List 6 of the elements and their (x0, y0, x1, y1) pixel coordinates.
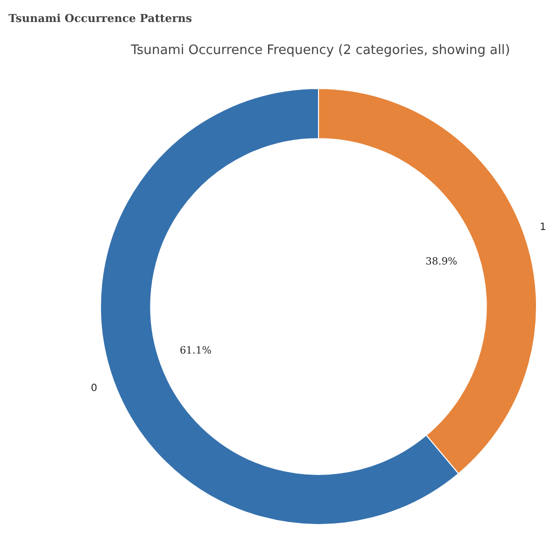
slice-label: 0 (90, 382, 98, 394)
chart-subtitle: Tsunami Occurrence Frequency (2 categories, showing all) (130, 43, 510, 58)
chart-title: Tsunami Occurrence Patterns (8, 12, 192, 25)
slice-label: 1 (540, 222, 546, 234)
data-label: 38.9% (426, 256, 458, 268)
data-label: 61.1% (180, 346, 212, 357)
